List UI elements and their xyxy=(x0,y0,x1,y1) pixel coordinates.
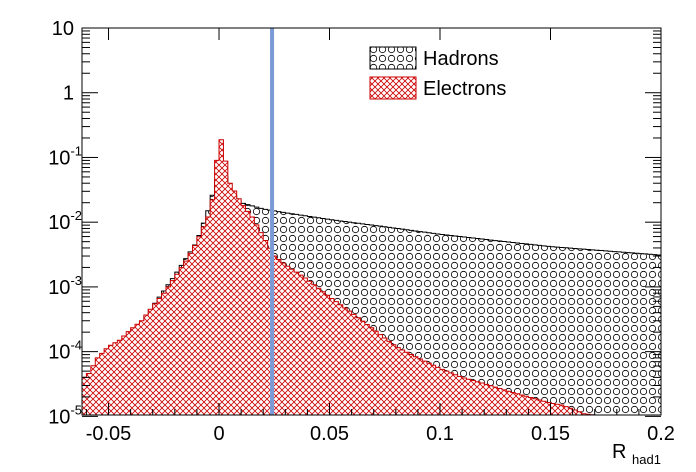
x-tick-label: 0.05 xyxy=(310,423,349,445)
legend-label-electrons: Electrons xyxy=(423,78,506,100)
x-tick-label: 0.2 xyxy=(647,423,675,445)
x-axis-label: R had1 xyxy=(612,441,661,467)
x-axis: -0.05 0 0.05 0.1 0.15 0.2 xyxy=(86,28,675,445)
x-axis-label-sub: had1 xyxy=(632,452,661,467)
x-tick-label: 0.15 xyxy=(531,423,570,445)
y-axis: 10 1 10-1 10-2 10-3 10-4 10-5 xyxy=(48,18,661,428)
series-layer xyxy=(82,139,661,415)
x-tick-label: -0.05 xyxy=(86,423,132,445)
y-tick-label: 10-2 xyxy=(48,208,82,234)
legend: Hadrons Electrons xyxy=(369,46,506,100)
x-tick-label: 0.1 xyxy=(426,423,454,445)
y-tick-label: 10-1 xyxy=(48,143,82,169)
legend-swatch-electrons xyxy=(369,76,417,100)
legend-label-hadrons: Hadrons xyxy=(423,48,499,70)
y-tick-label: 10-4 xyxy=(48,338,82,364)
x-axis-label-main: R xyxy=(612,441,626,463)
y-tick-label: 10 xyxy=(52,18,74,40)
series-electrons-histogram xyxy=(82,139,596,415)
y-tick-label: 10-3 xyxy=(48,273,82,299)
x-tick-label: 0 xyxy=(213,423,224,445)
y-tick-label: 1 xyxy=(63,83,74,105)
plot-frame xyxy=(81,27,662,416)
y-tick-label: 10-5 xyxy=(48,402,82,428)
legend-swatch-hadrons xyxy=(369,46,417,70)
